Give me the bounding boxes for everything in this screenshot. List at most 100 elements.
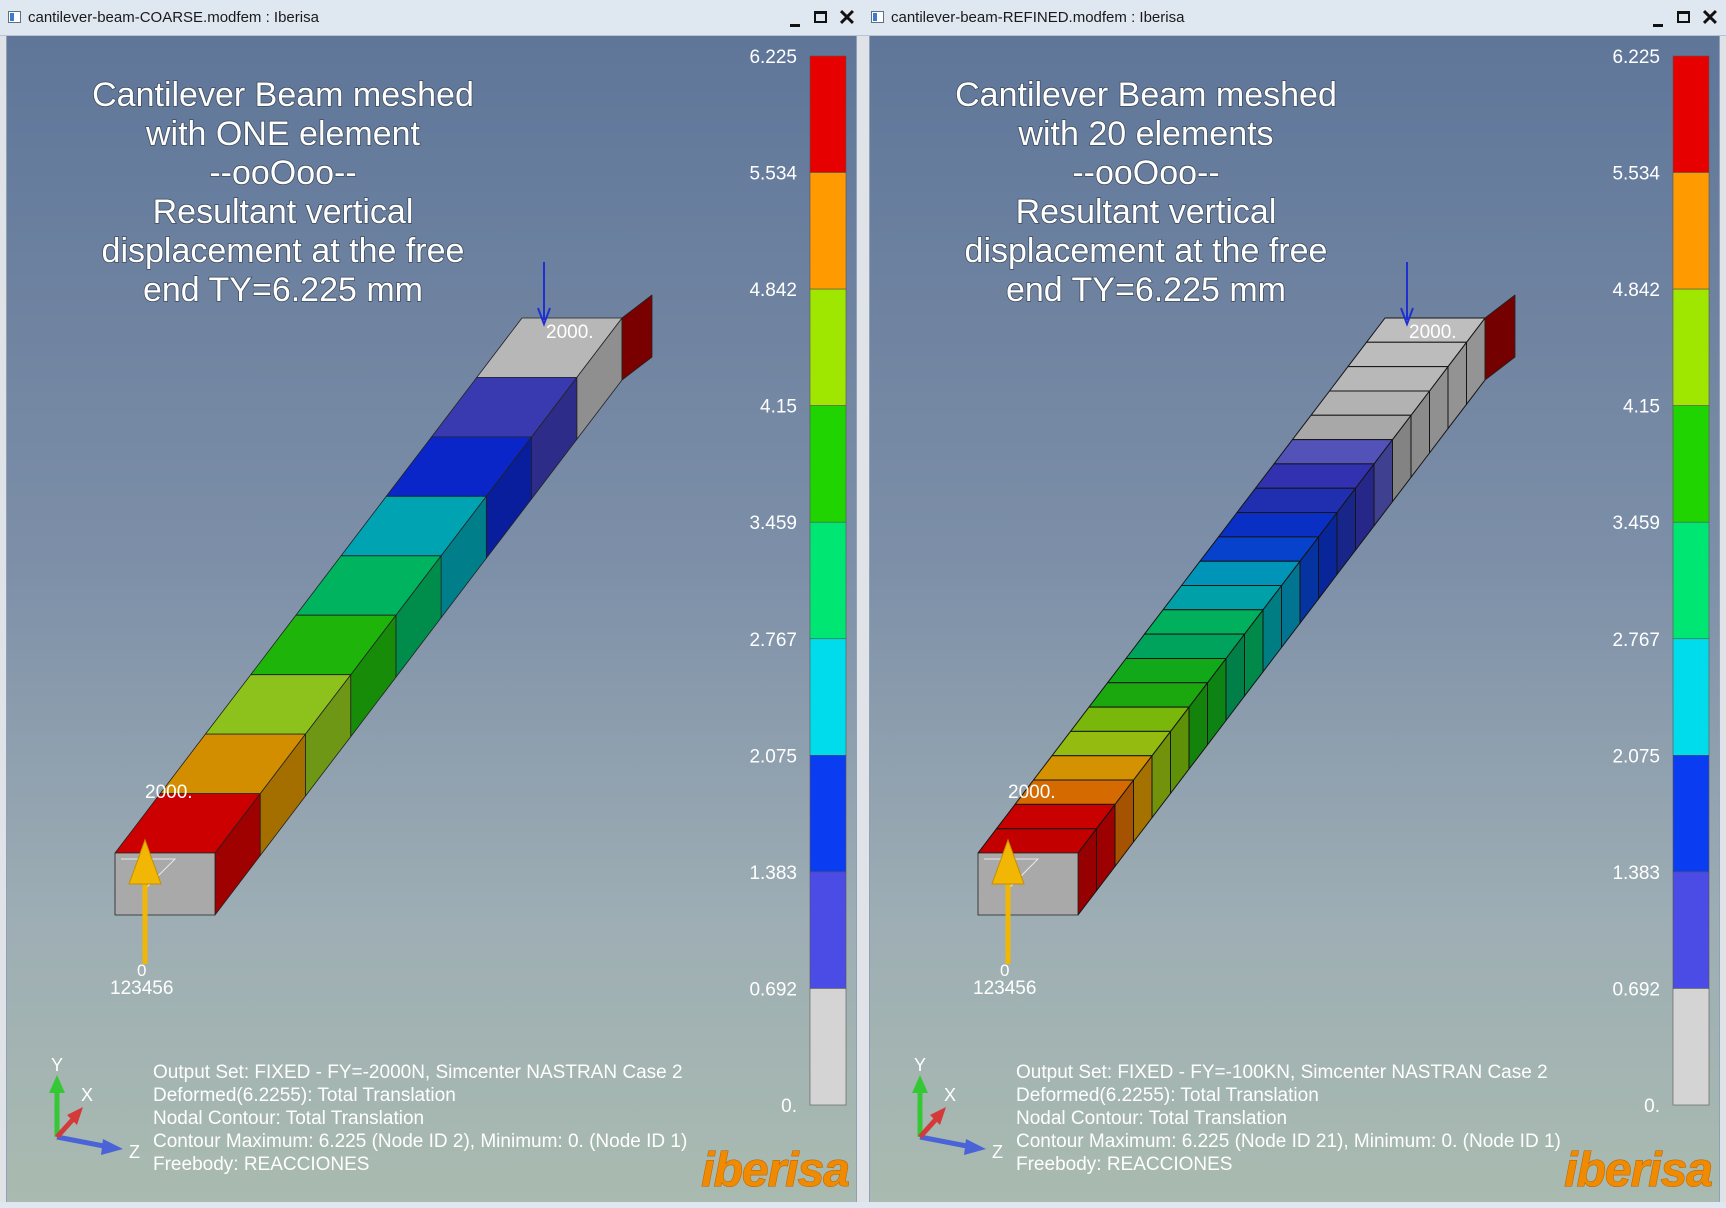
info-line: Output Set: FIXED - FY=-2000N, Simcenter… [153, 1062, 683, 1083]
legend-value: 1.383 [1612, 863, 1660, 884]
legend-swatch [809, 871, 847, 989]
window-coarse: cantilever-beam-COARSE.modfem : Iberisa … [0, 0, 863, 1208]
legend-value: 5.534 [1612, 164, 1660, 185]
info-line: Deformed(6.2255): Total Translation [153, 1085, 456, 1106]
load-label-free-end: 2000. [546, 322, 594, 343]
legend-value: 0. [781, 1096, 797, 1117]
beam-end-face [621, 294, 653, 381]
z-axis-label: Z [992, 1142, 1003, 1162]
beam-top-face [1107, 658, 1227, 684]
legend-value: 0.692 [749, 979, 797, 1000]
model-viewport[interactable]: Cantilever Beam meshed with 20 elements --… [869, 36, 1720, 1202]
iberisa-logo: iberisa [1564, 1144, 1712, 1197]
legend-swatch [809, 638, 847, 756]
reaction-arrowhead-up [991, 838, 1025, 885]
y-axis-arrowhead [912, 1075, 928, 1093]
legend-value: 4.15 [1623, 397, 1660, 418]
beam-top-face [1033, 755, 1153, 781]
beam-end-face [1484, 294, 1516, 381]
heading-line: displacement at the free [965, 232, 1328, 270]
legend-swatch [809, 55, 847, 173]
close-icon[interactable]: ✕ [1700, 5, 1720, 30]
window-title: cantilever-beam-COARSE.modfem : Iberisa [28, 9, 319, 26]
load-arrowhead-down [1400, 307, 1414, 327]
legend-swatch [1672, 988, 1710, 1106]
constraint-node-label: 0 [137, 961, 146, 980]
beam-top-face [996, 803, 1116, 830]
beam-top-face [1218, 512, 1338, 538]
legend-swatch [1672, 871, 1710, 989]
heading-line: with ONE element [145, 115, 421, 153]
legend-value: 0.692 [1612, 979, 1660, 1000]
z-axis-arrowhead [964, 1139, 986, 1155]
legend-value: 4.842 [1612, 280, 1660, 301]
beam-top-face [1236, 487, 1356, 513]
legend-swatch [1672, 405, 1710, 523]
info-line: Freebody: REACCIONES [153, 1154, 369, 1175]
beam-top-face [1070, 706, 1190, 732]
beam-top-face [1051, 730, 1171, 757]
iberisa-logo: iberisa [701, 1144, 849, 1197]
legend-swatch [809, 521, 847, 640]
reaction-label: 2000. [145, 782, 193, 803]
heading-line: --ooOoo-- [1072, 154, 1219, 192]
z-axis-label: Z [129, 1142, 140, 1162]
legend-swatch [1672, 638, 1710, 756]
y-axis-label: Y [914, 1055, 926, 1075]
beam-top-face [1181, 560, 1301, 586]
minimize-icon[interactable] [1646, 5, 1670, 31]
legend-value: 2.075 [749, 746, 797, 767]
maximize-icon[interactable] [1672, 5, 1696, 31]
x-axis-label: X [944, 1085, 956, 1105]
legend-swatch [1672, 55, 1710, 173]
info-line: Nodal Contour: Total Translation [1016, 1108, 1287, 1129]
x-axis-label: X [81, 1085, 93, 1105]
legend-value: 2.767 [1612, 630, 1660, 651]
heading-line: displacement at the free [102, 232, 465, 270]
info-line: Contour Maximum: 6.225 (Node ID 21), Min… [1016, 1131, 1561, 1152]
legend-value: 2.075 [1612, 746, 1660, 767]
info-line: Freebody: REACCIONES [1016, 1154, 1232, 1175]
heading-line: Resultant vertical [153, 193, 414, 231]
legend-swatch [1672, 288, 1710, 406]
minimize-icon[interactable] [783, 5, 807, 31]
constraint-label: 123456 [110, 978, 173, 999]
y-axis-arrowhead [49, 1075, 65, 1093]
app-icon [871, 11, 884, 23]
z-axis-arrowhead [101, 1139, 123, 1155]
window-refined: cantilever-beam-REFINED.modfem : Iberisa… [863, 0, 1726, 1208]
beam-top-face [1329, 366, 1449, 392]
load-arrowhead-down [537, 307, 551, 327]
titlebar[interactable]: cantilever-beam-REFINED.modfem : Iberisa… [863, 0, 1726, 36]
window-title: cantilever-beam-REFINED.modfem : Iberisa [891, 9, 1185, 26]
beam-top-face [1162, 585, 1282, 611]
legend-swatch [809, 755, 847, 873]
close-icon[interactable]: ✕ [837, 5, 857, 30]
y-axis-label: Y [51, 1055, 63, 1075]
legend-swatch [1672, 172, 1710, 290]
model-viewport[interactable]: Cantilever Beam meshed with ONE element --… [6, 36, 857, 1202]
beam-top-face [1088, 682, 1208, 708]
heading-line: end TY=6.225 mm [1006, 271, 1286, 309]
titlebar[interactable]: cantilever-beam-COARSE.modfem : Iberisa … [0, 0, 863, 36]
constraint-node-label: 0 [1000, 961, 1009, 980]
x-axis-icon [55, 1115, 77, 1139]
maximize-icon[interactable] [809, 5, 833, 31]
heading-line: Resultant vertical [1016, 193, 1277, 231]
heading-line: end TY=6.225 mm [143, 271, 423, 309]
window-frame [0, 1202, 863, 1208]
beam-top-face [1273, 439, 1393, 465]
legend-value: 6.225 [1612, 47, 1660, 68]
x-axis-icon [918, 1115, 940, 1139]
legend-swatch [809, 988, 847, 1106]
reaction-arrowhead-up [128, 838, 162, 885]
info-line: Output Set: FIXED - FY=-100KN, Simcenter… [1016, 1062, 1548, 1083]
x-axis-arrowhead [930, 1107, 946, 1125]
info-line: Deformed(6.2255): Total Translation [1016, 1085, 1319, 1106]
info-line: Contour Maximum: 6.225 (Node ID 2), Mini… [153, 1131, 687, 1152]
legend-swatch [1672, 755, 1710, 873]
beam-top-face [1144, 609, 1264, 635]
legend-value: 5.534 [749, 164, 797, 185]
legend-swatch [809, 288, 847, 406]
